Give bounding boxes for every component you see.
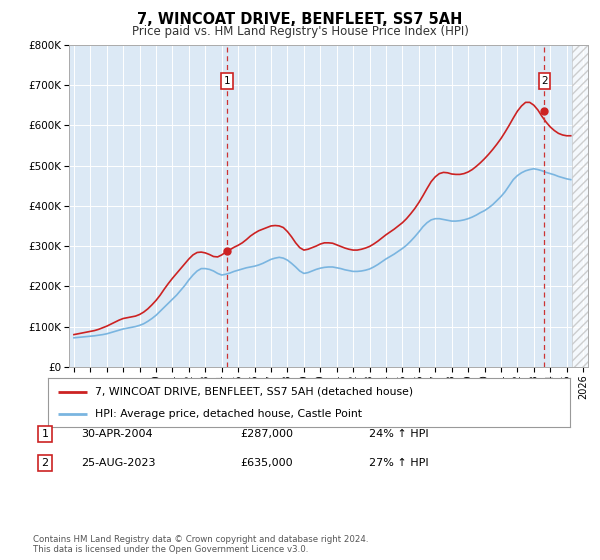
Text: 7, WINCOAT DRIVE, BENFLEET, SS7 5AH: 7, WINCOAT DRIVE, BENFLEET, SS7 5AH: [137, 12, 463, 27]
Text: 1: 1: [41, 429, 49, 439]
Bar: [572, 45, 588, 367]
Text: 2: 2: [541, 76, 548, 86]
Text: Price paid vs. HM Land Registry's House Price Index (HPI): Price paid vs. HM Land Registry's House …: [131, 25, 469, 38]
Text: 2: 2: [41, 458, 49, 468]
Text: 27% ↑ HPI: 27% ↑ HPI: [369, 458, 428, 468]
Text: 30-APR-2004: 30-APR-2004: [81, 429, 152, 439]
Text: 1: 1: [224, 76, 230, 86]
Text: £635,000: £635,000: [240, 458, 293, 468]
Text: HPI: Average price, detached house, Castle Point: HPI: Average price, detached house, Cast…: [95, 409, 362, 419]
Text: £287,000: £287,000: [240, 429, 293, 439]
Text: 24% ↑ HPI: 24% ↑ HPI: [369, 429, 428, 439]
Text: 25-AUG-2023: 25-AUG-2023: [81, 458, 155, 468]
Text: 7, WINCOAT DRIVE, BENFLEET, SS7 5AH (detached house): 7, WINCOAT DRIVE, BENFLEET, SS7 5AH (det…: [95, 387, 413, 397]
Text: Contains HM Land Registry data © Crown copyright and database right 2024.
This d: Contains HM Land Registry data © Crown c…: [33, 535, 368, 554]
